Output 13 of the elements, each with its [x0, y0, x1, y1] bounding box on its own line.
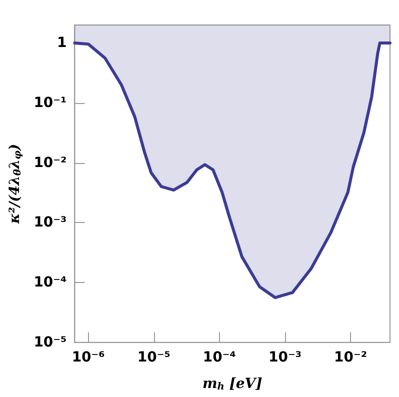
x-tick-label: 10⁻³: [268, 349, 302, 366]
x-tick-label: 10⁻⁵: [137, 349, 170, 366]
x-tick-label: 10⁻⁶: [72, 349, 105, 366]
y-tick-label: 10⁻⁵: [34, 334, 67, 350]
x-tick-label: 10⁻⁴: [202, 349, 236, 366]
x-axis-title: mh [eV]: [202, 376, 263, 392]
y-tick-label: 10⁻⁴: [34, 274, 67, 291]
y-tick-label: 10⁻²: [34, 154, 67, 171]
y-axis-title: κ²/(4λθλφ): [7, 144, 24, 225]
x-tick-label: 10⁻²: [334, 349, 368, 366]
y-tick-label: 10⁻³: [34, 214, 67, 231]
y-tick-label: 1: [56, 35, 67, 52]
y-tick-label: 10⁻¹: [34, 94, 67, 111]
